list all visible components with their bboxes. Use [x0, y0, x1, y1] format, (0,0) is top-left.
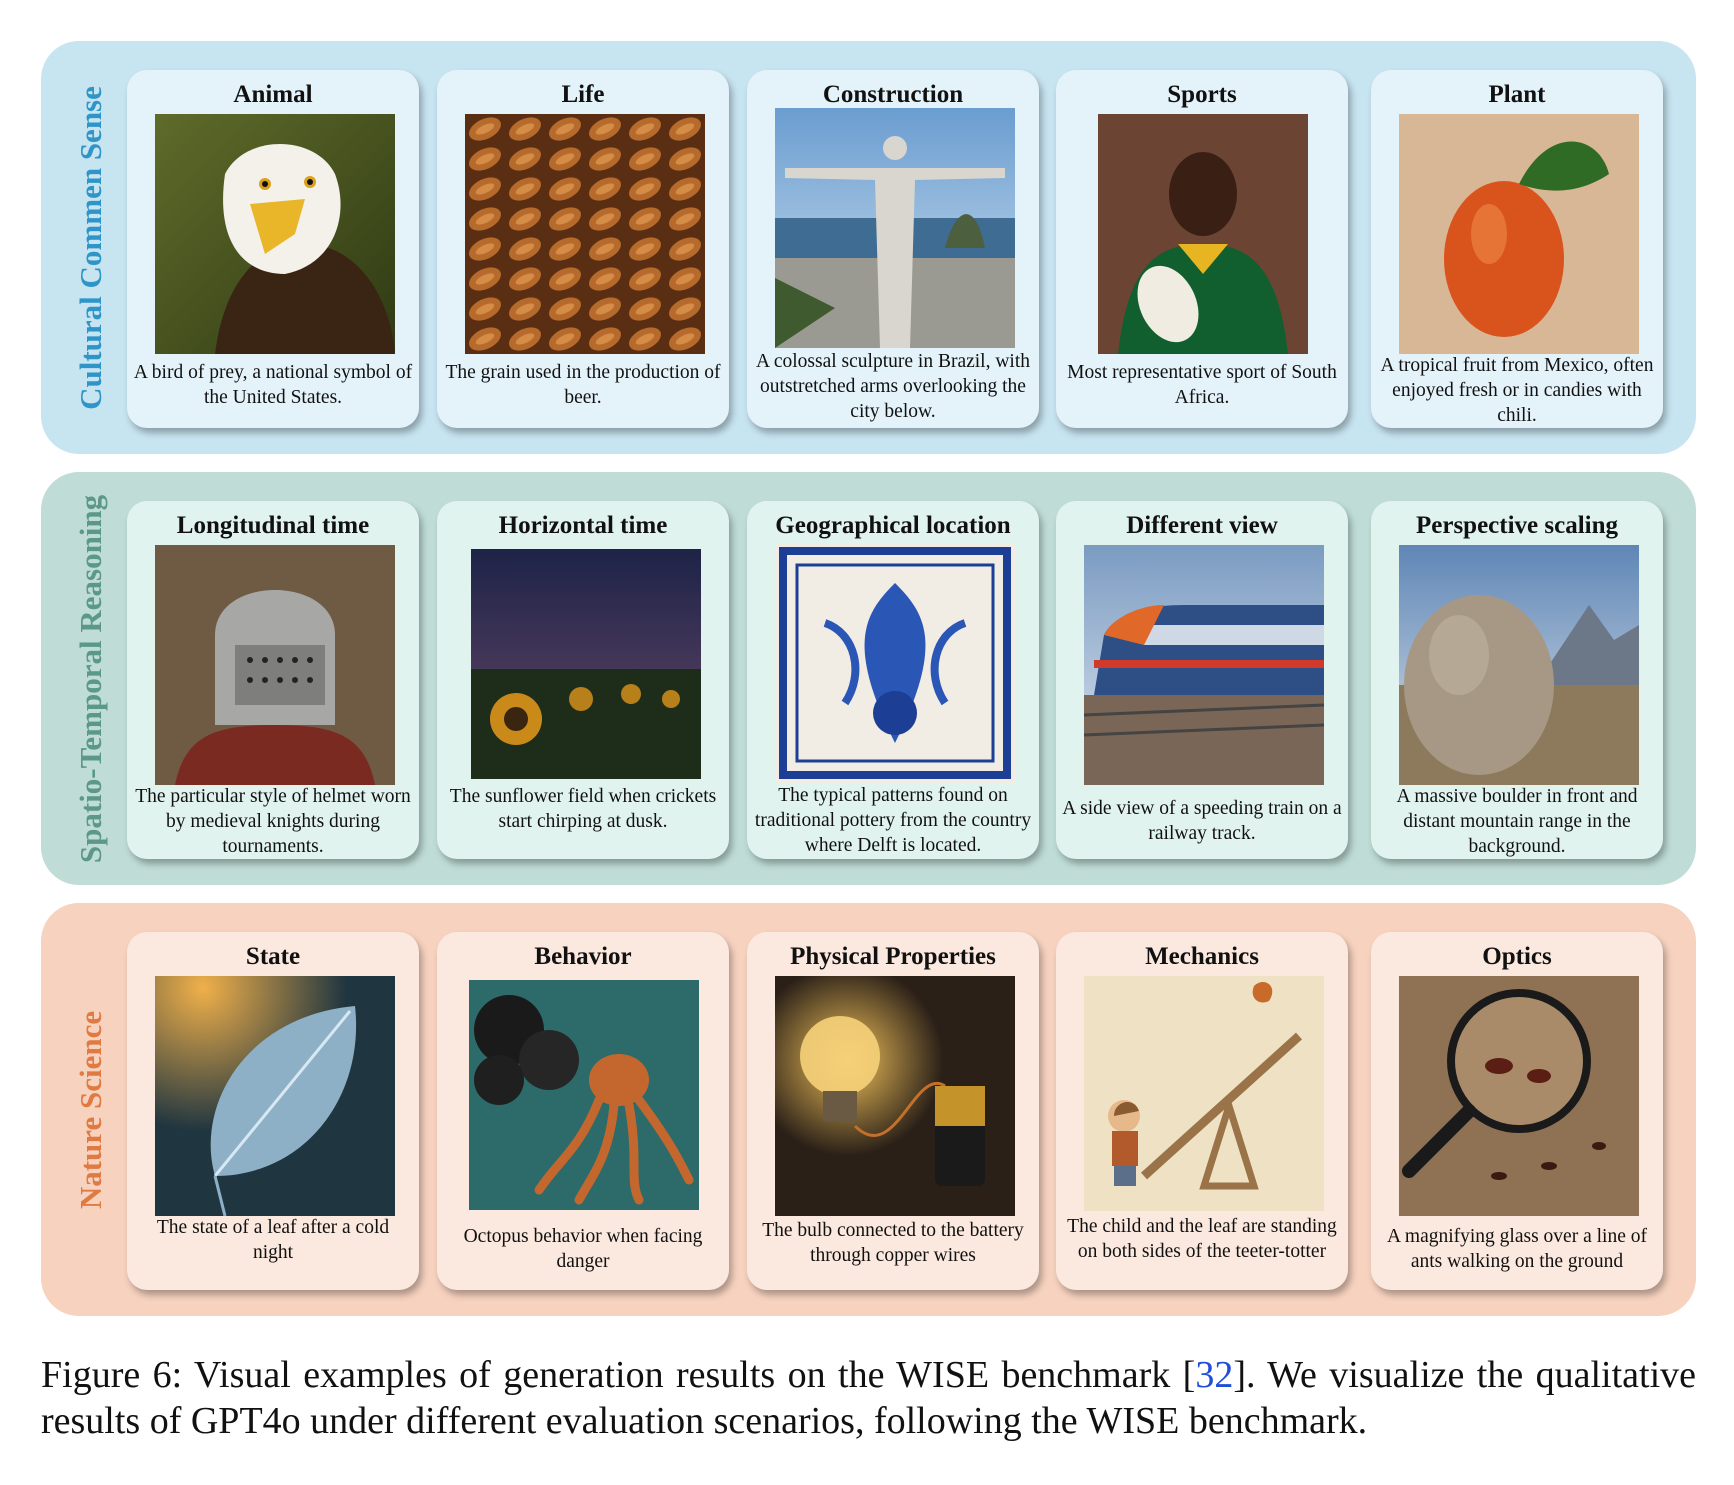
card-title: Animal [233, 81, 313, 108]
child-seesaw-image [1084, 976, 1324, 1211]
figure-caption: Figure 6: Visual examples of generation … [41, 1352, 1696, 1444]
card-caption: The bulb connected to the battery throug… [762, 1220, 1024, 1266]
frosted-leaf-image [155, 976, 395, 1216]
card-physical-properties: Physical Properties The bulb connected t… [747, 932, 1039, 1290]
speeding-train-image [1084, 545, 1324, 785]
magnifier-ants-image [1399, 976, 1639, 1216]
card-title: Longitudinal time [176, 512, 370, 539]
row-label: Cultural Commen Sense [73, 85, 108, 410]
bulb-battery-image [775, 976, 1015, 1216]
barley-grains-image [465, 114, 705, 354]
card-caption: The particular style of helmet worn by m… [135, 786, 411, 857]
row-label: Spatio-Temporal Reasoning [73, 494, 109, 863]
card-title: Mechanics [1145, 943, 1259, 970]
card-title: Sports [1167, 81, 1237, 108]
card-title: Horizontal time [498, 512, 668, 539]
citation-link[interactable]: 32 [1195, 1354, 1234, 1396]
card-caption: Most representative sport of South Afric… [1067, 362, 1337, 408]
panel-nature-science: Nature Science State The state of a leaf… [41, 903, 1696, 1316]
card-caption: A magnifying glass over a line of ants w… [1387, 1226, 1647, 1272]
panel-cultural-commonsense: Cultural Commen Sense Animal A bird of p… [41, 41, 1696, 454]
figure-caption-suffix: ]. We visualize the qualitative results … [41, 1354, 1696, 1442]
card-plant: Plant A tropical fruit from Mexico, ofte… [1371, 70, 1663, 428]
mamey-fruit-image [1399, 114, 1639, 354]
card-title: State [245, 943, 301, 970]
card-caption: A colossal sculpture in Brazil, with out… [755, 351, 1031, 422]
card-title: Physical Properties [790, 943, 996, 970]
card-caption: The state of a leaf after a cold night [156, 1217, 390, 1263]
panel-spatio-temporal: Spatio-Temporal Reasoning Longitudinal t… [41, 472, 1696, 885]
card-life: Life The grain used in the production of… [437, 70, 729, 428]
sunflower-field-image [471, 549, 701, 779]
boulder-mountains-image [1399, 545, 1639, 785]
card-horizontal-time: Horizontal time The sunflower field when… [437, 501, 729, 859]
delft-tile-image [775, 543, 1015, 783]
rugby-player-image [1098, 114, 1308, 354]
christ-the-redeemer-image [775, 108, 1015, 348]
knight-helmet-image [155, 545, 395, 785]
figure-caption-prefix: Figure 6: Visual examples of generation … [41, 1354, 1196, 1396]
card-state: State The state of a leaf after a cold n… [127, 932, 419, 1290]
card-different-view: Different view A side view of a speeding… [1056, 501, 1348, 859]
card-caption: A bird of prey, a national symbol of the… [133, 362, 413, 408]
row-label: Nature Science [73, 1010, 109, 1209]
card-construction: Construction A colossal sculpture in Bra… [747, 70, 1039, 428]
card-mechanics: Mechanics The child and the leaf are sta… [1056, 932, 1348, 1290]
card-caption: The grain used in the production of beer… [445, 362, 721, 408]
card-caption: A side view of a speeding train on a rai… [1062, 798, 1342, 844]
card-title: Different view [1126, 512, 1278, 539]
card-title: Perspective scaling [1415, 512, 1619, 539]
card-behavior: Behavior Octopus behavior when facing da… [437, 932, 729, 1290]
card-optics: Optics A magnifying glass over a line of… [1371, 932, 1663, 1290]
card-caption: A tropical fruit from Mexico, often enjo… [1380, 355, 1654, 426]
card-animal: Animal A bird of prey, a national symbol… [127, 70, 419, 428]
card-caption: The child and the leaf are standing on b… [1067, 1216, 1337, 1262]
card-title: Behavior [534, 943, 632, 970]
card-title: Geographical location [775, 512, 1011, 539]
card-caption: A massive boulder in front and distant m… [1396, 786, 1638, 857]
card-title: Optics [1482, 943, 1552, 970]
card-perspective-scaling: Perspective scaling A massive boulder in… [1371, 501, 1663, 859]
card-caption: The sunflower field when crickets start … [449, 786, 717, 832]
card-sports: Sports Most representative sport of Sout… [1056, 70, 1348, 428]
card-geographical-location: Geographical location The typical patter… [747, 501, 1039, 859]
bald-eagle-image [155, 114, 395, 354]
octopus-ink-image [469, 980, 699, 1210]
card-caption: Octopus behavior when facing danger [463, 1226, 703, 1272]
card-title: Plant [1488, 81, 1546, 108]
card-longitudinal-time: Longitudinal time The particular style o… [127, 501, 419, 859]
card-title: Construction [822, 81, 964, 108]
card-title: Life [561, 81, 605, 108]
card-caption: The typical patterns found on traditiona… [754, 785, 1032, 856]
